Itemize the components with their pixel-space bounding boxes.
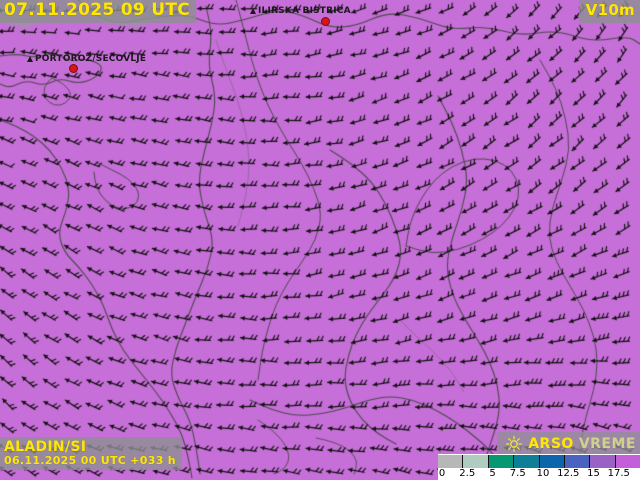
valid-time-label: 07.11.2025 09 UTC — [0, 0, 197, 23]
colorbar-swatch — [488, 455, 515, 468]
valid-time-text: 07.11.2025 09 UTC — [4, 0, 191, 20]
city-location-dot — [69, 64, 78, 73]
colorbar-swatch — [615, 455, 640, 468]
city-name-label: PORTOROŽ/SEČOVLJE — [35, 54, 147, 64]
colorbar-tick: 2.5 — [459, 468, 476, 479]
colorbar-tick: 7.5 — [509, 468, 526, 479]
colorbar-swatch — [539, 455, 565, 468]
colorbar-swatches — [438, 455, 640, 468]
colorbar-tick: 5 — [489, 468, 496, 479]
parameter-text: V10m — [585, 1, 635, 19]
brand-arso-text: ARSO — [528, 436, 574, 452]
colorbar-swatch — [590, 455, 616, 468]
city-name-label: ILIRSKA BISTRICA — [258, 6, 351, 16]
colorbar-legend[interactable]: 0 2.5 5 7.5 10 12.5 15 17.5 — [438, 454, 640, 480]
brand-vreme-text: VREME — [578, 436, 636, 452]
colorbar-tick: 0 — [438, 468, 446, 479]
station-triangle-icon — [250, 8, 256, 14]
colorbar-swatch — [463, 455, 489, 468]
colorbar-swatch — [514, 455, 540, 468]
colorbar-tick-labels: 0 2.5 5 7.5 10 12.5 15 17.5 — [438, 468, 640, 480]
model-run-text: 06.11.2025 00 UTC +033 h — [4, 454, 176, 468]
parameter-label: V10m — [578, 0, 640, 23]
station-triangle-icon — [27, 56, 33, 62]
colorbar-swatch — [564, 455, 591, 468]
colorbar-tick: 15 — [587, 468, 600, 479]
colorbar-tick: 12.5 — [557, 468, 580, 479]
model-run-label: ALADIN/SI 06.11.2025 00 UTC +033 h — [0, 436, 182, 470]
colorbar-tick: 17.5 — [607, 468, 630, 479]
arso-vreme-brand[interactable]: ARSO VREME — [497, 432, 640, 456]
model-name-text: ALADIN/SI — [4, 438, 87, 455]
city-location-dot — [321, 17, 330, 26]
sun-icon — [505, 435, 523, 453]
colorbar-swatch — [438, 455, 464, 468]
colorbar-tick: 10 — [536, 468, 550, 479]
